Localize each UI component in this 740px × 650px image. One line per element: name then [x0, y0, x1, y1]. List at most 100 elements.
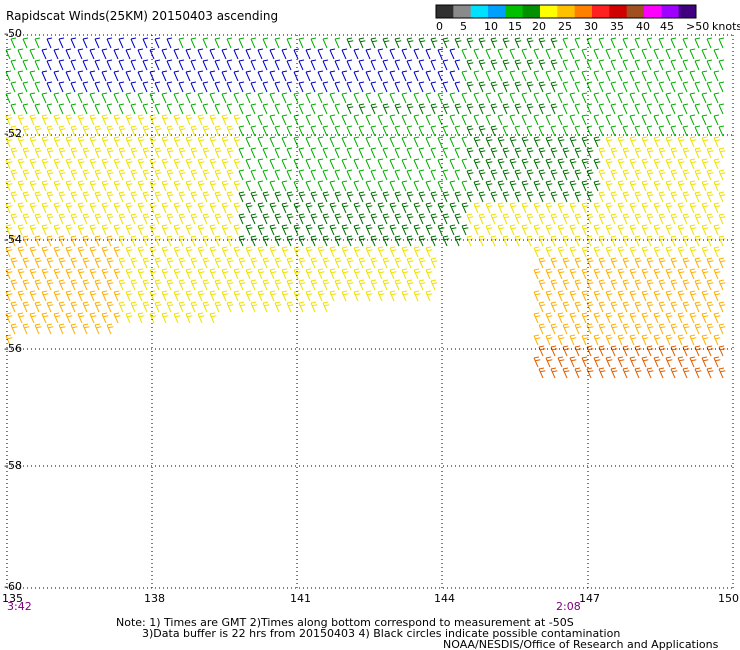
- wind-barb: [341, 92, 348, 104]
- wind-barb: [166, 279, 174, 291]
- wind-barb: [706, 301, 714, 313]
- wind-barb: [425, 290, 433, 302]
- wind-barb: [34, 81, 41, 93]
- wind-barb: [298, 147, 305, 159]
- wind-barb: [17, 202, 25, 214]
- wind-barb: [22, 103, 29, 115]
- wind-barb: [113, 246, 121, 258]
- wind-barb: [665, 70, 672, 82]
- wind-barb: [538, 345, 546, 357]
- wind-barb: [22, 257, 30, 269]
- wind-barb: [166, 301, 174, 313]
- wind-barb: [185, 48, 192, 60]
- wind-barb: [682, 235, 690, 247]
- wind-barb: [353, 202, 361, 214]
- wind-barb: [610, 103, 617, 115]
- wind-barb: [257, 202, 265, 214]
- wind-barb: [298, 125, 305, 137]
- wind-barb: [257, 268, 265, 280]
- wind-barb: [538, 147, 546, 159]
- wind-barb: [617, 312, 625, 324]
- wind-barb: [605, 224, 613, 236]
- wind-barb: [694, 301, 702, 313]
- wind-barb: [593, 180, 601, 192]
- wind-barb: [586, 279, 594, 291]
- wind-barb: [353, 158, 360, 170]
- wind-barb: [34, 213, 42, 225]
- wind-barb: [329, 114, 336, 126]
- wind-barb: [694, 323, 702, 335]
- wind-barb: [550, 191, 558, 203]
- wind-barb: [485, 48, 492, 60]
- wind-barb: [221, 290, 229, 302]
- wind-barb: [190, 191, 198, 203]
- wind-barb: [670, 257, 678, 269]
- wind-barb: [497, 158, 505, 170]
- wind-barb: [77, 70, 84, 82]
- wind-barb: [365, 48, 372, 60]
- wind-barb: [29, 312, 37, 324]
- wind-barb: [713, 114, 720, 126]
- wind-barb: [250, 191, 258, 203]
- wind-barb: [701, 180, 709, 192]
- wind-barb: [526, 191, 534, 203]
- wind-barb: [574, 367, 582, 379]
- wind-barb: [94, 323, 102, 335]
- wind-barb: [70, 213, 78, 225]
- wind-barb: [598, 367, 606, 379]
- wind-barb: [598, 345, 606, 357]
- wind-barb: [125, 180, 133, 192]
- wind-barb: [478, 103, 486, 115]
- wind-barb: [101, 92, 108, 104]
- wind-barb: [490, 81, 498, 93]
- wind-barb: [89, 158, 97, 170]
- wind-barb: [29, 180, 37, 192]
- wind-barb: [442, 235, 450, 247]
- legend-swatch: [522, 5, 541, 18]
- wind-barb: [58, 235, 66, 247]
- wind-barb: [454, 169, 461, 181]
- wind-barb: [257, 92, 264, 104]
- wind-barb: [370, 37, 378, 49]
- wind-barb: [538, 103, 546, 115]
- wind-barb: [245, 224, 253, 236]
- wind-barb: [622, 323, 630, 335]
- wind-barb: [569, 158, 577, 170]
- wind-barb: [581, 202, 589, 214]
- wind-barb: [490, 147, 498, 159]
- wind-barb: [101, 114, 109, 126]
- wind-barb: [677, 180, 685, 192]
- wind-barb: [154, 103, 161, 115]
- wind-barb: [238, 301, 246, 313]
- wind-barb: [281, 136, 288, 148]
- wind-barb: [478, 169, 486, 181]
- wind-barb: [418, 125, 425, 137]
- wind-barb: [178, 125, 186, 137]
- wind-barb: [622, 37, 629, 49]
- wind-barb: [497, 48, 504, 60]
- wind-barb: [713, 246, 721, 258]
- wind-barb: [77, 114, 85, 126]
- wind-barb: [166, 81, 173, 93]
- wind-barb: [382, 213, 390, 225]
- wind-barb: [202, 301, 210, 313]
- wind-barb: [389, 70, 396, 82]
- wind-barb: [593, 202, 601, 214]
- wind-barb: [658, 125, 665, 137]
- wind-barb: [154, 81, 161, 93]
- wind-barb: [389, 92, 396, 104]
- wind-barb: [29, 268, 37, 280]
- wind-barb: [718, 279, 726, 291]
- wind-barb: [569, 224, 577, 236]
- wind-barb: [58, 323, 66, 335]
- wind-barb: [502, 125, 509, 137]
- wind-barb: [545, 70, 552, 82]
- wind-barb: [706, 37, 713, 49]
- wind-barb: [209, 290, 217, 302]
- wind-barb: [634, 279, 642, 291]
- wind-barb: [490, 213, 498, 225]
- wind-barb: [29, 246, 37, 258]
- wind-barb: [358, 191, 366, 203]
- wind-barb: [454, 147, 461, 159]
- wind-barb: [706, 169, 714, 181]
